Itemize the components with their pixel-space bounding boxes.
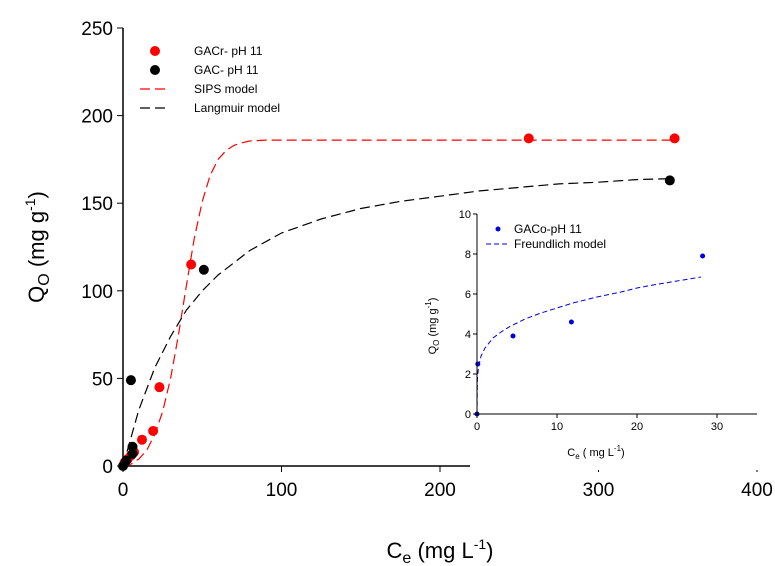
main-x-tick-label: 100 [266, 480, 298, 501]
main-x-tick-label: 400 [741, 480, 773, 501]
main-x-axis-label: Ce (mg L-1) [387, 536, 494, 566]
inset-gaco-ph-11-point [475, 361, 481, 367]
inset-gaco-ph-11-point [568, 319, 574, 325]
main-gac-ph-11-point [125, 375, 136, 386]
main-gacr-ph-11-point [154, 382, 165, 393]
main-sips-model-line [122, 139, 675, 467]
main-x-tick-label: 200 [424, 480, 456, 501]
inset-x-tick-label: 30 [711, 421, 723, 433]
main-legend-gacr-ph-11-label: GACr- pH 11 [194, 44, 263, 58]
main-legend-gac-ph-11-label: GAC- pH 11 [194, 63, 259, 77]
main-gac-ph-11-point [664, 175, 675, 186]
inset-ticks: 0 10 20 30 0 2 4 6 8 10 [459, 209, 723, 433]
inset-x-axis-label: Ce ( mg L-1) [567, 444, 624, 461]
inset-y-tick-label: 10 [459, 209, 471, 221]
main-gac-ph-11-point [127, 441, 138, 452]
inset-x-tick-label: 20 [631, 421, 643, 433]
inset-y-tick-label: 6 [465, 289, 471, 301]
inset-background [470, 210, 760, 470]
main-y-axis-label: QO (mg g-1) [22, 191, 53, 303]
main-y-tick-label: 100 [81, 282, 113, 303]
main-gacr-ph-11-point [148, 425, 159, 436]
main-gac-ph-11-point [198, 264, 209, 275]
inset-legend-gaco-ph-11-label: GACo-pH 11 [514, 222, 582, 236]
main-plot-area [118, 133, 680, 471]
main-legend-gac-ph-11-marker [150, 65, 160, 75]
inset-x-tick-label: 0 [474, 421, 480, 433]
inset-legend-freundlich-model-label: Freundlich model [514, 237, 606, 251]
main-y-tick-label: 200 [81, 107, 113, 128]
main-legend: GACr- pH 11 GAC- pH 11 SIPS model Langmuir … [140, 44, 280, 115]
inset-gaco-ph-11-point [700, 253, 706, 259]
inset-y-tick-label: 8 [465, 249, 471, 261]
inset-x-tick-label: 10 [551, 421, 563, 433]
main-langmuir-model-line [122, 178, 670, 467]
main-gacr-ph-11-point [186, 259, 197, 270]
inset-legend-gaco-ph-11-marker [495, 226, 501, 232]
inset-gaco-ph-11-point [510, 333, 516, 339]
main-gacr-ph-11-point [523, 133, 534, 144]
main-y-tick-label: 150 [81, 194, 113, 215]
main-legend-langmuir-model-label: Langmuir model [194, 101, 280, 115]
inset-y-tick-label: 4 [465, 329, 471, 341]
main-y-tick-label: 50 [92, 369, 113, 390]
main-legend-sips-model-label: SIPS model [194, 82, 257, 96]
main-y-tick-label: 0 [102, 457, 113, 478]
inset-y-axis-label: QO (mg g-1) [424, 298, 441, 355]
main-x-tick-label: 0 [118, 480, 129, 501]
inset-y-tick-label: 0 [465, 409, 471, 421]
main-gacr-ph-11-point [669, 133, 680, 144]
main-gacr-ph-11-point [137, 434, 148, 445]
inset-y-tick-label: 2 [465, 369, 471, 381]
main-legend-gacr-ph-11-marker [150, 46, 160, 56]
main-y-tick-label: 250 [81, 19, 113, 40]
main-gac-ph-11-point [127, 448, 138, 459]
main-x-tick-label: 300 [583, 480, 615, 501]
